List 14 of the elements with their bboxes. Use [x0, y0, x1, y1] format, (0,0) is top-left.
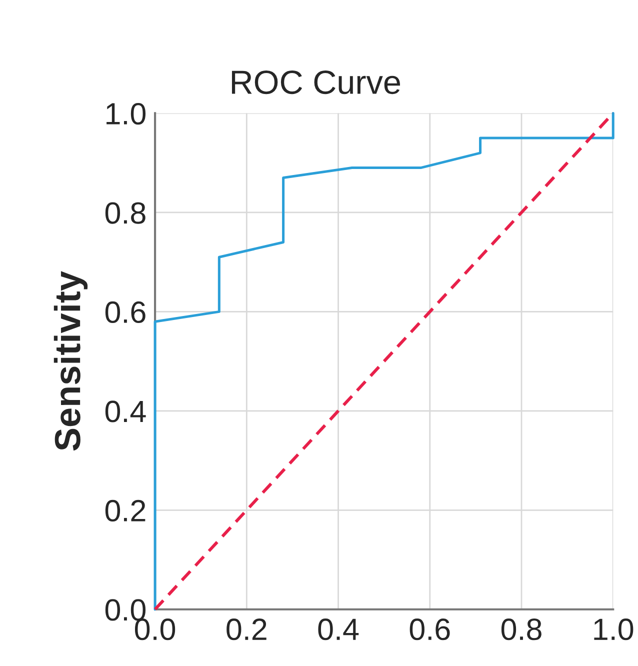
y-tick-label: 1.0: [106, 102, 146, 125]
x-tick-label: 0.0: [134, 618, 176, 640]
chart-title: ROC Curve: [232, 70, 400, 94]
y-tick-label: 0.0: [105, 599, 146, 621]
y-axis-title: Sensitivity: [54, 271, 88, 451]
y-tick-label: 0.4: [105, 400, 146, 422]
y-tick-label: 0.6: [105, 301, 146, 324]
x-tick-label: 0.6: [410, 618, 450, 640]
x-tick-label: 0.2: [226, 618, 266, 640]
y-tick-label: 0.8: [105, 202, 146, 224]
x-tick-label: 0.4: [318, 618, 359, 640]
x-tick-label: 1.0: [594, 618, 634, 640]
y-tick-label: 0.2: [105, 500, 146, 522]
x-tick-label: 0.8: [501, 618, 542, 640]
